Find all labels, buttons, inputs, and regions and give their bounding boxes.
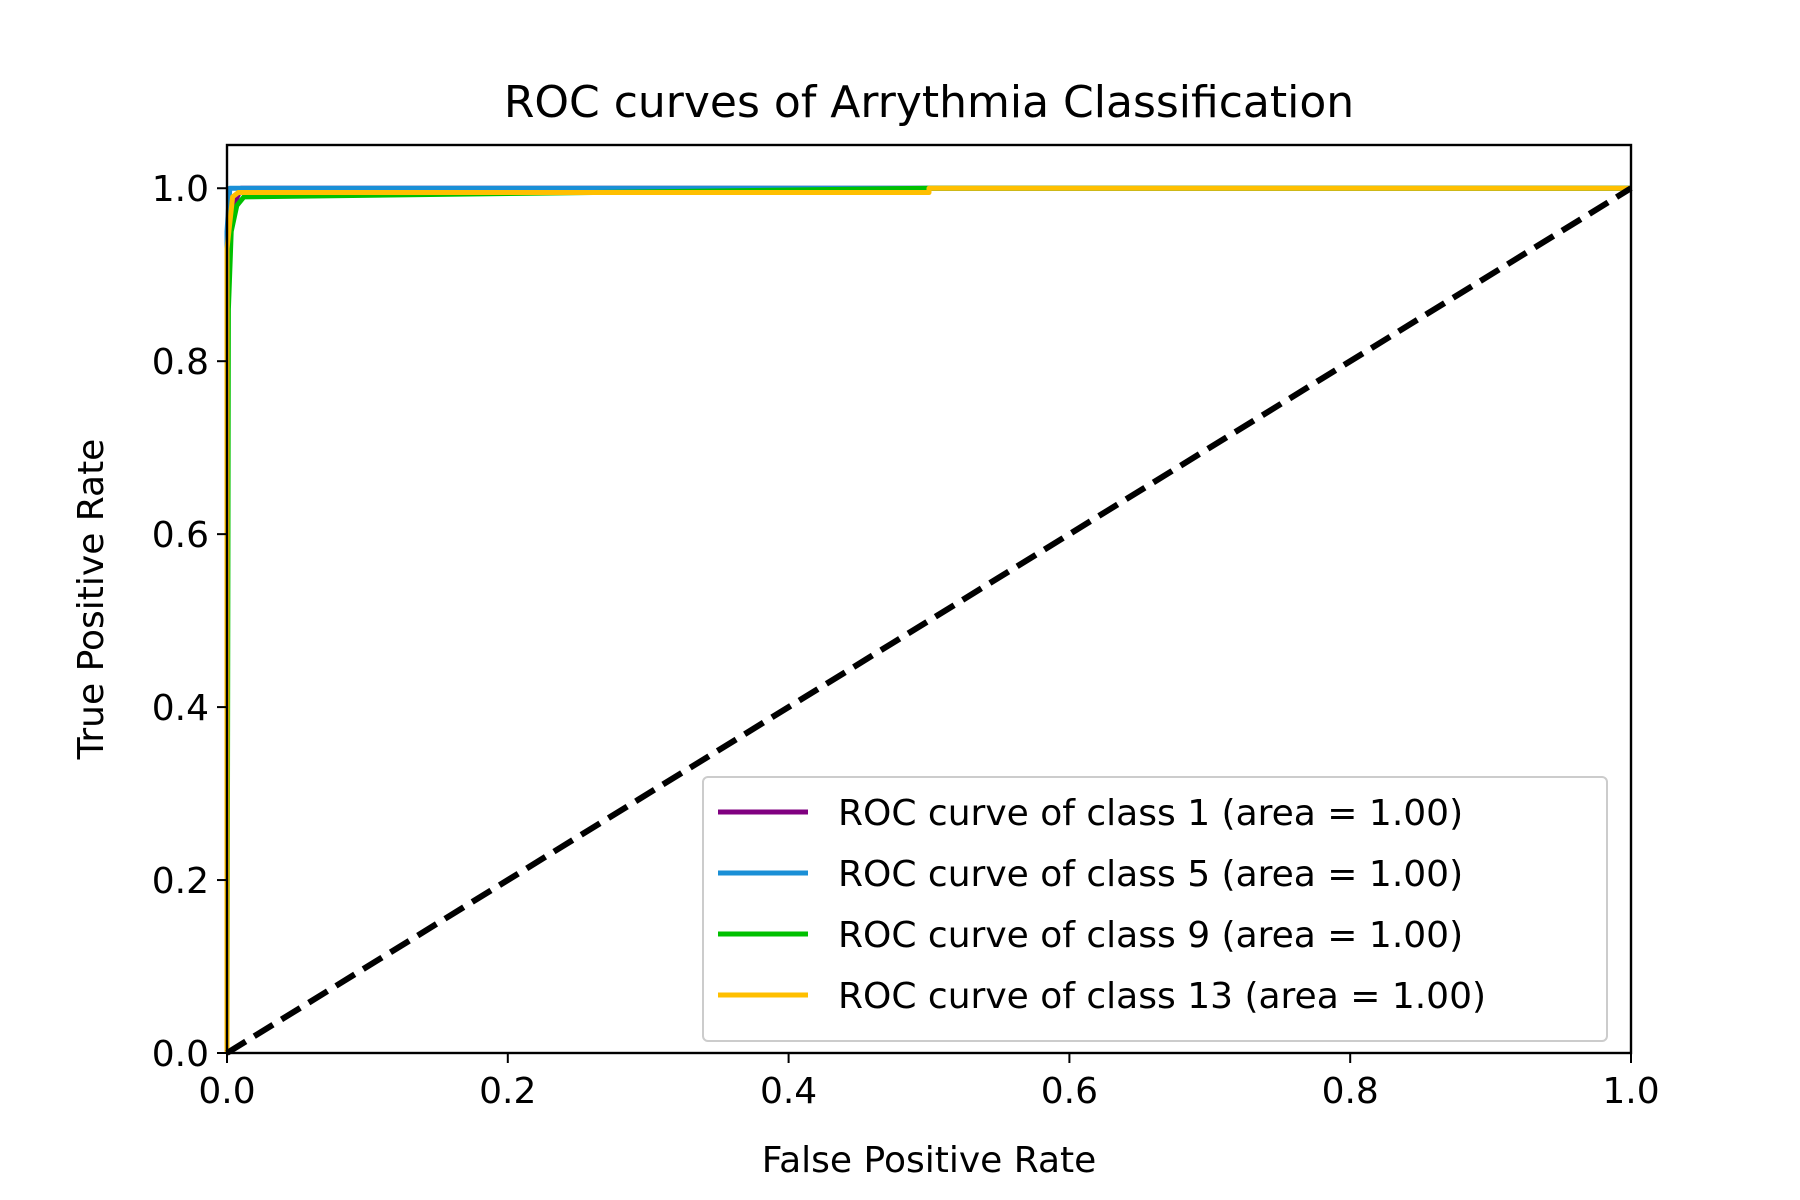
y-tick-label: 0.8 bbox=[152, 342, 209, 383]
chart-title: ROC curves of Arrythmia Classification bbox=[504, 77, 1354, 128]
x-tick-label: 0.8 bbox=[1322, 1071, 1379, 1112]
legend: ROC curve of class 1 (area = 1.00) ROC cu… bbox=[702, 776, 1608, 1042]
x-tick-label: 1.0 bbox=[1602, 1071, 1659, 1112]
diagonal-reference-line bbox=[225, 185, 1633, 1056]
plot-frame bbox=[225, 143, 1633, 1055]
y-axis-ticks: 0.0 0.2 0.4 0.6 0.8 1.0 bbox=[152, 169, 227, 1075]
y-tick-label: 1.0 bbox=[152, 169, 209, 210]
y-tick-label: 0.2 bbox=[152, 861, 209, 902]
y-tick-label: 0.0 bbox=[152, 1034, 209, 1075]
x-axis-label: False Positive Rate bbox=[762, 1140, 1097, 1181]
x-axis-ticks: 0.0 0.2 0.4 0.6 0.8 1.0 bbox=[198, 1053, 1660, 1112]
x-tick-label: 0.0 bbox=[198, 1071, 255, 1112]
x-tick-label: 0.6 bbox=[1041, 1071, 1098, 1112]
legend-label: ROC curve of class 5 (area = 1.00) bbox=[838, 854, 1463, 895]
y-tick-label: 0.6 bbox=[152, 515, 209, 556]
legend-label: ROC curve of class 9 (area = 1.00) bbox=[838, 915, 1463, 956]
legend-box bbox=[702, 776, 1608, 1042]
x-tick-label: 0.2 bbox=[479, 1071, 536, 1112]
legend-label: ROC curve of class 13 (area = 1.00) bbox=[838, 976, 1486, 1017]
legend-label: ROC curve of class 1 (area = 1.00) bbox=[838, 793, 1463, 834]
x-tick-label: 0.4 bbox=[760, 1071, 817, 1112]
y-tick-label: 0.4 bbox=[152, 688, 209, 729]
y-axis-label: True Positive Rate bbox=[71, 439, 112, 761]
